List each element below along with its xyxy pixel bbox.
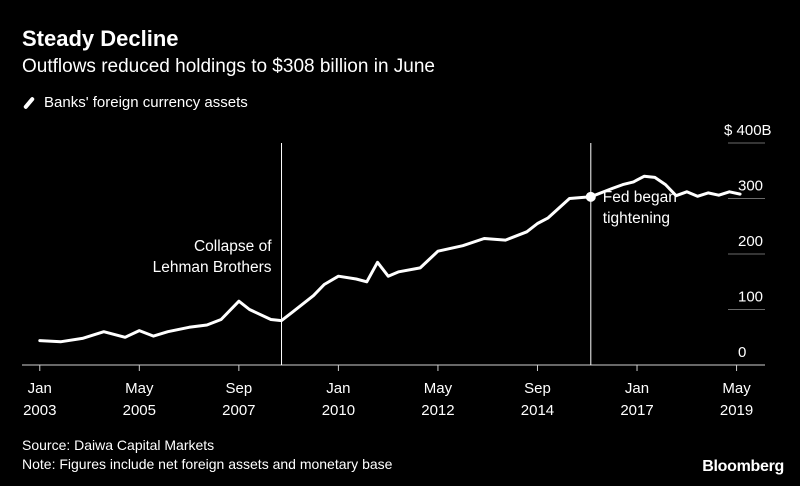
y-tick-label: 100: [738, 289, 763, 306]
annotation-label: tightening: [603, 210, 670, 227]
x-tick-month: Jan: [625, 380, 649, 397]
x-tick-month: Sep: [524, 380, 551, 397]
x-tick-year: 2003: [23, 402, 56, 419]
x-tick-year: 2005: [123, 402, 156, 419]
annotation-marker: [585, 191, 596, 202]
x-tick-year: 2019: [720, 402, 753, 419]
annotation-label: Lehman Brothers: [153, 259, 272, 276]
series-line: [38, 174, 742, 344]
x-tick-month: May: [722, 380, 751, 397]
x-axis: Jan 2003 May 2005 Sep 2007 Jan 2010 May 2012 Sep 20…: [23, 365, 753, 419]
x-tick-year: 2010: [322, 402, 355, 419]
x-tick-year: 2012: [421, 402, 454, 419]
y-tick-label: 0: [738, 344, 746, 361]
source-note: Source: Daiwa Capital Markets: [22, 437, 215, 453]
legend: Banks' foreign currency assets: [22, 94, 248, 111]
legend-label: Banks' foreign currency assets: [44, 94, 248, 111]
x-tick-month: Jan: [326, 380, 350, 397]
x-tick-month: May: [424, 380, 453, 397]
annotation-label: Collapse of: [194, 238, 272, 255]
grid-lines: [22, 142, 765, 366]
chart-title: Steady Decline: [22, 26, 179, 51]
x-tick-month: Sep: [226, 380, 253, 397]
y-tick-label: 200: [738, 233, 763, 250]
annotation-label: Fed began: [603, 189, 677, 206]
series-group: [38, 174, 742, 344]
bloomberg-logo: Bloomberg: [702, 458, 784, 475]
footnotes: Source: Daiwa Capital Markets Note: Figu…: [22, 436, 392, 474]
y-tick-label: $ 400B: [724, 122, 772, 139]
annotations: Collapse of Lehman Brothers Fed began tight…: [153, 143, 677, 365]
chart-subtitle: Outflows reduced holdings to $308 billio…: [22, 56, 435, 77]
x-tick-month: Jan: [28, 380, 52, 397]
methodology-note: Note: Figures include net foreign assets…: [22, 456, 393, 472]
y-axis: 0 100 200 300 $ 400B: [724, 122, 772, 361]
x-tick-year: 2017: [620, 402, 653, 419]
x-tick-month: May: [125, 380, 154, 397]
x-tick-year: 2007: [222, 402, 255, 419]
y-tick-label: 300: [738, 178, 763, 195]
x-tick-year: 2014: [521, 402, 554, 419]
